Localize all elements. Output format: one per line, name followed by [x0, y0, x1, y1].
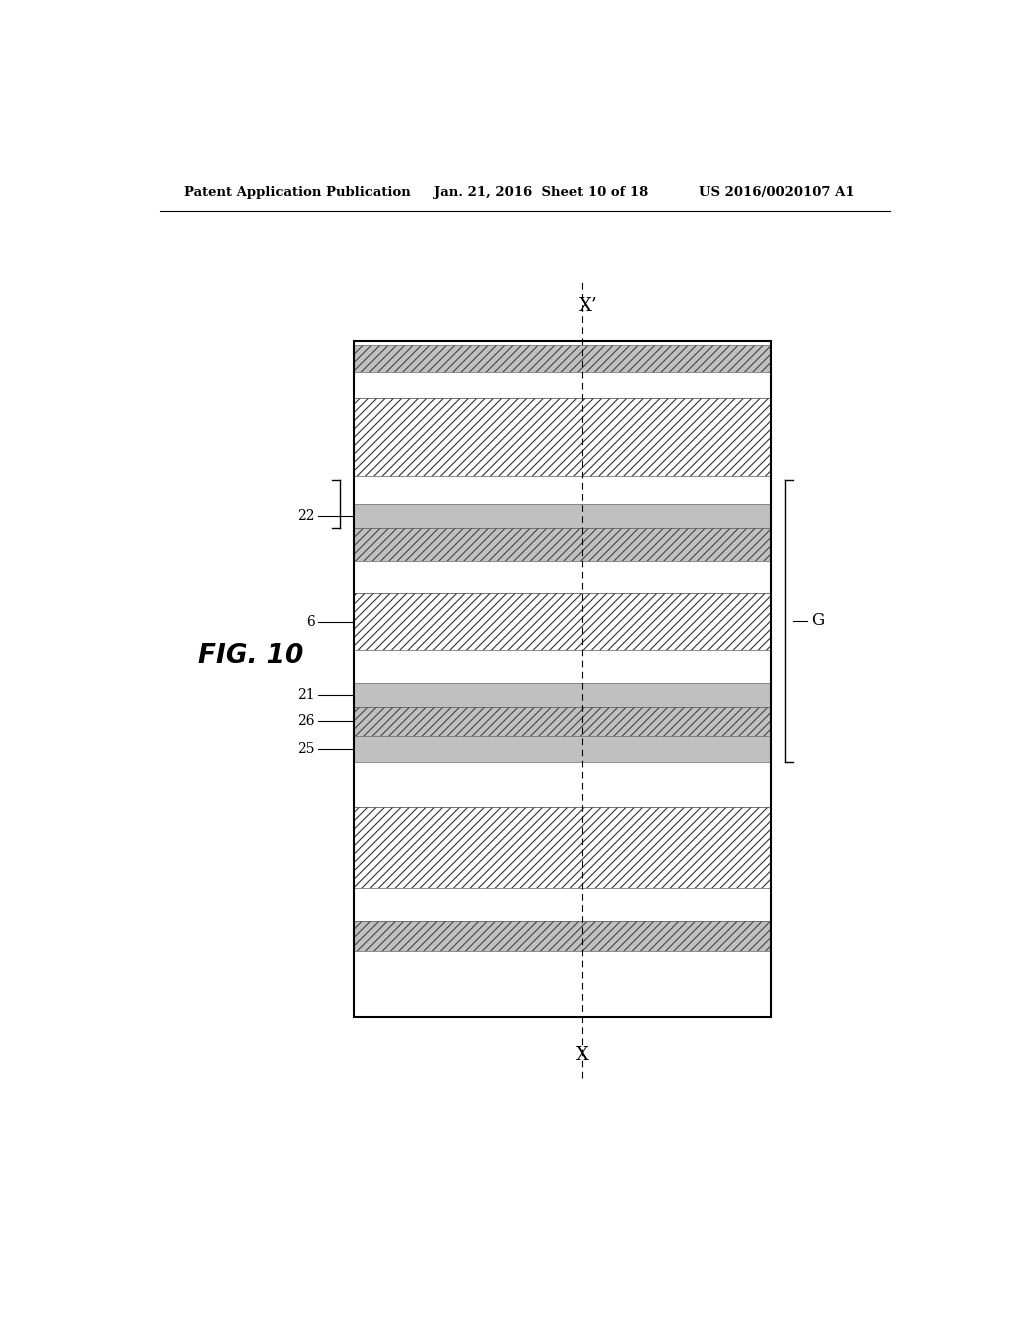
Bar	[354, 682, 771, 708]
Text: 21: 21	[297, 688, 314, 702]
Bar	[354, 762, 771, 807]
Text: Jan. 21, 2016  Sheet 10 of 18: Jan. 21, 2016 Sheet 10 of 18	[433, 186, 648, 199]
Text: FIG. 10: FIG. 10	[199, 643, 304, 669]
Bar	[354, 735, 771, 762]
Text: Patent Application Publication: Patent Application Publication	[183, 186, 411, 199]
Bar	[354, 346, 771, 372]
Text: X’: X’	[579, 297, 598, 314]
Text: 22: 22	[297, 510, 314, 523]
Bar	[354, 651, 771, 682]
Bar	[354, 807, 771, 888]
Bar	[354, 708, 771, 735]
Text: 26: 26	[297, 714, 314, 729]
Bar	[354, 888, 771, 921]
Bar	[354, 399, 771, 475]
Bar	[354, 342, 771, 1018]
Bar	[354, 952, 771, 1018]
Text: 6: 6	[306, 615, 314, 628]
Text: US 2016/0020107 A1: US 2016/0020107 A1	[699, 186, 855, 199]
Text: 25: 25	[297, 742, 314, 756]
Bar	[354, 528, 771, 561]
Text: G: G	[811, 612, 824, 630]
Bar	[354, 594, 771, 651]
Bar	[354, 561, 771, 594]
Bar	[354, 921, 771, 952]
Bar	[354, 475, 771, 504]
Bar	[354, 504, 771, 528]
Text: X: X	[575, 1045, 589, 1064]
Bar	[354, 372, 771, 399]
